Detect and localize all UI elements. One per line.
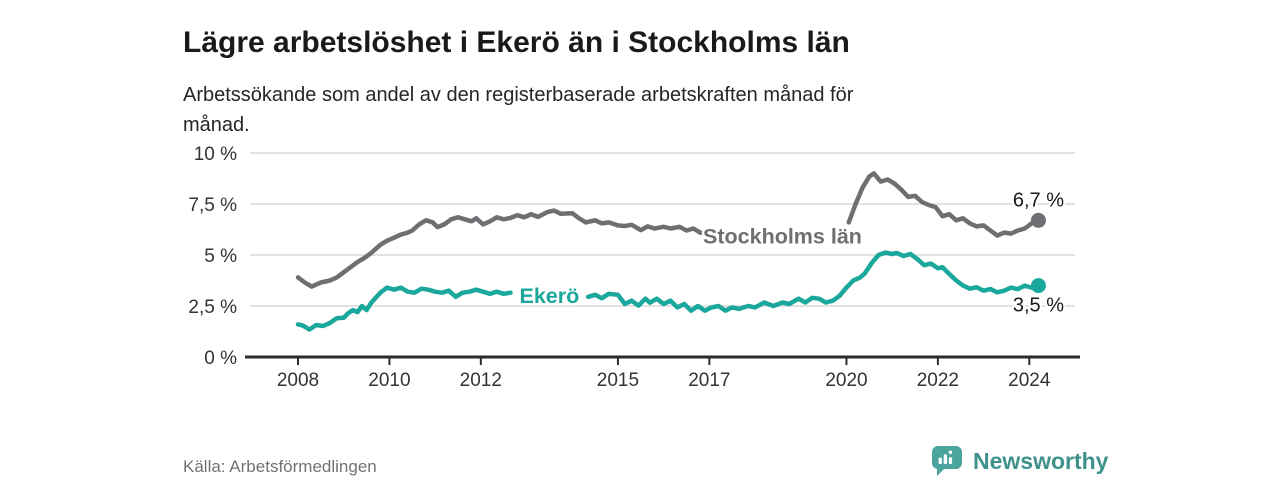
y-tick-label: 10 % xyxy=(194,144,237,165)
series-end-value-label: 3,5 % xyxy=(1013,295,1064,317)
series-name-label: Ekerö xyxy=(519,284,579,308)
series-line xyxy=(295,208,730,289)
y-tick-label: 0 % xyxy=(204,348,237,369)
x-tick-label: 2010 xyxy=(368,370,410,391)
series-line xyxy=(295,285,513,332)
x-tick-label: 2015 xyxy=(597,370,639,391)
newsworthy-brand: Newsworthy xyxy=(930,444,1108,478)
brand-name: Newsworthy xyxy=(973,447,1109,474)
y-tick-label: 7,5 % xyxy=(188,195,237,216)
x-tick-label: 2012 xyxy=(460,370,502,391)
series-end-dot xyxy=(1030,212,1046,228)
x-tick-label: 2024 xyxy=(1008,370,1051,391)
bar-chart-glyph xyxy=(938,450,953,464)
page-subtitle: Arbetssökande som andel av den registerb… xyxy=(183,80,1063,140)
series-line xyxy=(585,250,1041,313)
source-credit: Källa: Arbetsförmedlingen xyxy=(183,457,377,476)
subtitle-line-1: Arbetssökande som andel av den registerb… xyxy=(183,84,854,106)
newsworthy-logo-icon xyxy=(932,446,962,476)
page-title: Lägre arbetslöshet i Ekerö än i Stockhol… xyxy=(183,26,850,60)
subtitle-line-2: månad. xyxy=(183,114,250,136)
x-tick-label: 2008 xyxy=(277,370,319,391)
series-line xyxy=(846,171,1041,238)
series-end-value-label: 6,7 % xyxy=(1013,189,1064,211)
y-tick-label: 5 % xyxy=(204,246,237,267)
series-end-dot xyxy=(1030,278,1046,294)
x-tick-label: 2020 xyxy=(825,370,867,391)
x-tick-label: 2022 xyxy=(917,370,959,391)
series-name-label: Stockholms län xyxy=(703,225,862,249)
y-tick-label: 2,5 % xyxy=(188,297,237,318)
x-tick-label: 2017 xyxy=(688,370,730,391)
